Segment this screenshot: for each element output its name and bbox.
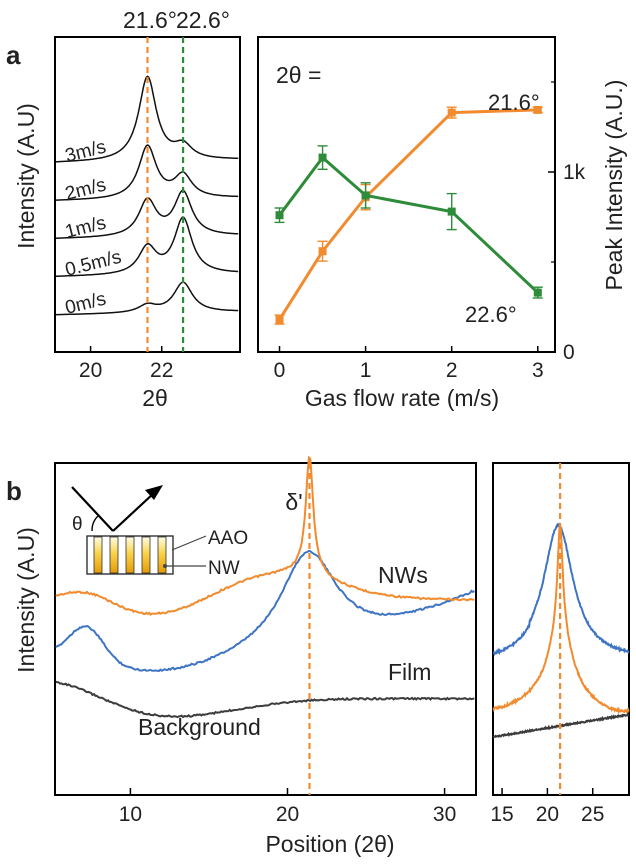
data-point — [533, 105, 542, 114]
series-label: 3m/s — [63, 137, 108, 167]
plot-frame — [54, 462, 477, 796]
series-line — [55, 281, 239, 316]
y-tick-label: 0 — [563, 341, 575, 364]
ref-label-delta: δ' — [285, 489, 302, 515]
arrow-head-icon — [145, 485, 163, 500]
inset-label-aao: AAO — [208, 528, 248, 549]
x-tick-label: 20 — [79, 359, 102, 382]
panel-b-xlabel: Position (2θ) — [265, 831, 394, 857]
reflected-beam — [112, 492, 155, 532]
panel-a-right-ylabel: Peak Intensity (A.U.) — [601, 80, 627, 291]
nw-marker — [163, 564, 167, 568]
series-label-nws: NWs — [378, 562, 428, 588]
panel-a-right-annotation: 2θ = — [276, 62, 321, 88]
x-tick-label: 2 — [446, 359, 458, 382]
series-line — [55, 75, 239, 163]
series-line-nws — [55, 455, 475, 616]
series-line — [55, 216, 239, 277]
series-line — [278, 108, 538, 321]
aao-leader-line — [171, 535, 207, 551]
plot-frame — [257, 36, 556, 353]
x-tick-label: 10 — [119, 803, 142, 826]
panel-a-right-xlabel: Gas flow rate (m/s) — [305, 385, 499, 411]
angle-arc — [91, 514, 100, 532]
y-tick-label: 1k — [563, 161, 586, 184]
data-point — [361, 191, 370, 200]
data-point — [318, 153, 327, 162]
x-tick-label: 1 — [360, 359, 372, 382]
x-tick-label: 15 — [490, 803, 513, 826]
nanowire-array — [93, 536, 167, 574]
series-line-background — [55, 680, 475, 719]
data-point — [447, 207, 456, 216]
xrd-comparison-plot: 10 20 30 — [54, 455, 477, 826]
panel-b-ylabel: Intensity (A.U) — [13, 527, 39, 673]
series-label-background: Background — [138, 714, 261, 740]
series-label-22-6: 22.6° — [465, 302, 517, 327]
series-line — [55, 144, 239, 201]
x-tick-label: 20 — [276, 803, 299, 826]
data-point — [318, 247, 327, 256]
series-line-film — [55, 549, 475, 672]
incident-beam — [71, 486, 114, 532]
data-point — [275, 211, 284, 220]
x-tick-label: 3 — [532, 359, 544, 382]
x-tick-label: 30 — [433, 803, 456, 826]
ref-label-21-6: 21.6° — [123, 7, 177, 33]
data-point — [447, 108, 456, 117]
series-label: 1m/s — [63, 213, 108, 243]
series-label: 0.5m/s — [63, 247, 123, 281]
x-tick-label: 20 — [536, 803, 559, 826]
ref-label-22-6: 22.6° — [176, 7, 230, 33]
series-label-21-6: 21.6° — [488, 90, 540, 115]
x-tick-label: 25 — [581, 803, 604, 826]
stacked-xrd-plot: 20 22 0m/s 0.5m/s 1m/s 2m/s 3m/s — [54, 36, 241, 382]
data-point — [275, 315, 284, 324]
nanowire — [93, 536, 103, 574]
series-label-film: Film — [388, 659, 431, 685]
nanowire — [125, 536, 135, 574]
panel-a-ylabel: Intensity (A.U) — [13, 103, 39, 249]
nanowire — [157, 536, 167, 574]
inset-schematic: θ AAO NW — [71, 485, 248, 579]
series-label: 0m/s — [63, 289, 108, 319]
series-line — [278, 155, 539, 294]
panel-a-xlabel: 2θ — [142, 385, 168, 411]
x-tick-label: 22 — [150, 359, 173, 382]
inset-label-nw: NW — [208, 558, 240, 579]
nanowire — [141, 536, 151, 574]
series-label: 2m/s — [63, 175, 108, 205]
inset-label-theta: θ — [72, 514, 83, 535]
data-point — [533, 288, 542, 297]
nanowire — [109, 536, 119, 574]
panel-label-a: a — [6, 40, 21, 70]
xrd-zoom-plot: 15 20 25 — [490, 462, 630, 826]
panel-label-b: b — [6, 476, 22, 506]
x-tick-label: 0 — [274, 359, 286, 382]
